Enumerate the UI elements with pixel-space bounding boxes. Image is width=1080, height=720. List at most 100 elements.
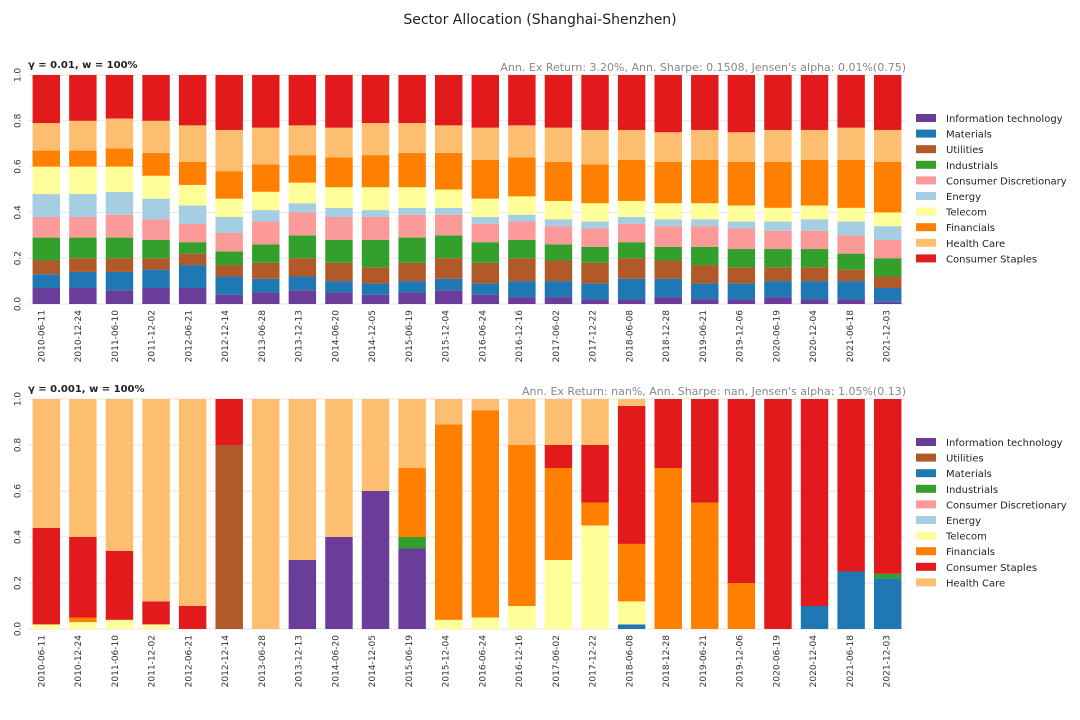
bar-segment <box>361 216 390 240</box>
bar-segment <box>69 287 97 304</box>
panel-bottom-bars <box>32 399 902 629</box>
bar-segment <box>434 152 463 190</box>
bar-segment <box>142 75 170 121</box>
legend-swatch <box>916 547 936 556</box>
bar-segment <box>252 127 280 165</box>
x-tick-label: 2015-12-04 <box>442 635 452 688</box>
bar-segment <box>434 235 463 259</box>
bar-segment <box>361 294 390 304</box>
bar-segment <box>800 281 829 300</box>
bar-segment <box>544 200 573 220</box>
x-tick-label: 2019-12-06 <box>736 310 746 363</box>
bar-segment <box>654 132 682 163</box>
bar-segment <box>142 269 170 288</box>
bar-segment <box>617 242 646 259</box>
bar-segment <box>178 242 207 254</box>
y-tick-label: 0.0 <box>14 622 24 637</box>
bar-segment <box>873 573 902 579</box>
bar-segment <box>837 299 865 304</box>
bar-segment <box>361 123 390 156</box>
bar-segment <box>544 226 573 245</box>
x-tick-label: 2017-06-02 <box>552 635 562 687</box>
bar-segment <box>398 281 426 293</box>
bar-segment <box>508 125 536 158</box>
bar-segment <box>325 399 353 537</box>
bar-segment <box>691 299 719 304</box>
bar-segment <box>398 468 426 537</box>
bar-segment <box>691 203 719 220</box>
y-tick-label: 0.6 <box>14 484 24 499</box>
y-tick-label: 0.6 <box>14 159 24 174</box>
legend-swatch <box>916 531 936 540</box>
figure-title: Sector Allocation (Shanghai-Shenzhen) <box>403 12 677 28</box>
bar-segment <box>581 228 609 247</box>
bar-segment <box>544 560 573 629</box>
bar-segment <box>617 278 646 300</box>
legend-swatch <box>916 562 936 571</box>
bar-segment <box>215 265 243 277</box>
bar-segment <box>873 212 902 227</box>
bar-segment <box>215 251 243 266</box>
bar-segment <box>581 283 609 300</box>
bar-segment <box>142 152 170 176</box>
bar-segment <box>581 262 609 284</box>
bar-segment <box>654 203 682 220</box>
bar-segment <box>361 267 390 284</box>
bar-segment <box>325 157 353 188</box>
legend-entry: Utilities <box>946 145 984 156</box>
bar-segment <box>252 278 280 293</box>
bar-segment <box>178 265 207 288</box>
bar-segment <box>178 162 207 185</box>
bar-segment <box>325 127 353 158</box>
x-tick-label: 2012-12-14 <box>221 310 231 363</box>
x-tick-label: 2017-12-22 <box>589 310 599 362</box>
bar-segment <box>361 491 390 629</box>
bar-segment <box>142 601 170 625</box>
bar-segment <box>508 75 536 126</box>
panel-bottom-y-ticks: 0.0 0.2 0.4 0.6 0.8 1.0 <box>14 392 24 637</box>
bar-segment <box>178 287 207 304</box>
bar-segment <box>581 445 609 503</box>
bar-segment <box>142 399 170 602</box>
bar-segment <box>325 75 353 128</box>
panel-top-bars <box>32 75 902 304</box>
x-tick-label: 2020-12-04 <box>809 635 819 688</box>
x-tick-label: 2010-12-24 <box>74 635 84 688</box>
bar-segment <box>873 287 902 302</box>
bar-segment <box>727 399 756 583</box>
legend-entry: Health Care <box>946 578 1005 589</box>
bar-segment <box>325 281 353 293</box>
y-tick-label: 0.0 <box>14 297 24 312</box>
bar-segment <box>873 578 902 629</box>
legend-entry: Energy <box>946 516 981 527</box>
bar-segment <box>398 237 426 263</box>
y-tick-label: 0.2 <box>14 576 24 590</box>
bar-segment <box>142 258 170 270</box>
bar-segment <box>105 399 134 551</box>
bar-segment <box>508 281 536 298</box>
y-tick-label: 0.2 <box>14 251 24 265</box>
bar-segment <box>617 624 646 629</box>
bar-segment <box>178 205 207 224</box>
x-tick-label: 2016-06-24 <box>478 310 488 363</box>
x-tick-label: 2016-12-16 <box>515 635 525 688</box>
x-tick-label: 2019-06-21 <box>699 635 709 687</box>
legend-swatch <box>916 238 936 247</box>
bar-segment <box>654 219 682 227</box>
bar-segment <box>800 249 829 268</box>
bar-segment <box>471 159 500 199</box>
bar-segment <box>471 262 500 284</box>
bar-segment <box>471 242 500 263</box>
y-tick-label: 0.4 <box>14 530 24 545</box>
bar-segment <box>69 622 97 629</box>
x-tick-label: 2015-06-19 <box>405 635 415 688</box>
x-tick-label: 2017-12-22 <box>589 635 599 687</box>
x-tick-label: 2016-06-24 <box>478 635 488 688</box>
bar-segment <box>508 297 536 304</box>
legend-swatch <box>916 160 936 169</box>
x-tick-label: 2021-06-18 <box>846 310 856 363</box>
bar-segment <box>873 399 902 574</box>
bar-segment <box>764 399 792 629</box>
panel-top-y-ticks: 0.0 0.2 0.4 0.6 0.8 1.0 <box>14 68 24 312</box>
